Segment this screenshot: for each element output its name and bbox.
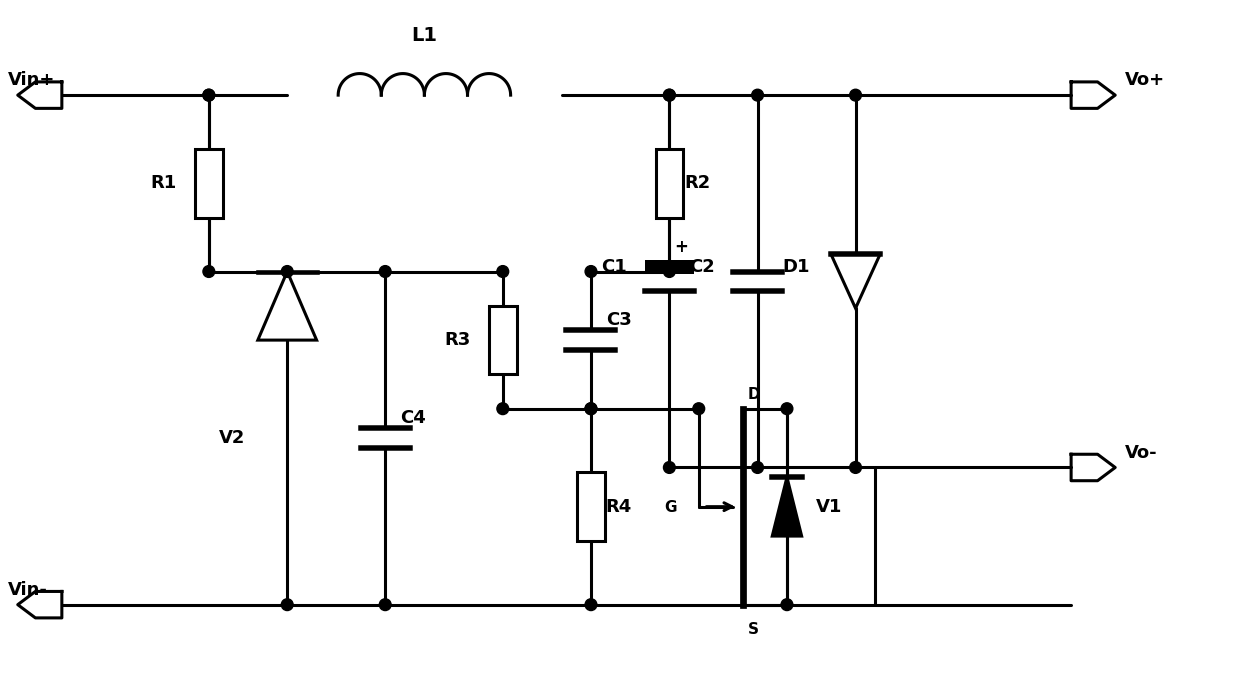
Text: Vo-: Vo-: [1125, 444, 1158, 462]
Text: C4: C4: [401, 409, 425, 427]
Circle shape: [497, 266, 508, 277]
Circle shape: [379, 266, 391, 277]
Circle shape: [203, 266, 215, 277]
Text: D: D: [748, 387, 760, 402]
Circle shape: [497, 403, 508, 415]
Circle shape: [203, 89, 215, 101]
Circle shape: [203, 89, 215, 101]
Text: V1: V1: [816, 497, 843, 515]
Circle shape: [663, 89, 676, 101]
Bar: [645, 260, 694, 274]
Bar: [656, 149, 683, 217]
Circle shape: [849, 462, 862, 473]
Bar: [578, 473, 605, 541]
Circle shape: [281, 599, 293, 611]
Text: C1: C1: [600, 257, 626, 275]
Text: R1: R1: [150, 175, 176, 193]
Text: Vo+: Vo+: [1125, 72, 1166, 90]
Text: Vin+: Vin+: [7, 72, 56, 90]
Circle shape: [781, 599, 792, 611]
Circle shape: [849, 89, 862, 101]
Text: V2: V2: [218, 429, 246, 447]
Polygon shape: [773, 477, 801, 536]
Text: +: +: [675, 238, 688, 256]
Circle shape: [585, 403, 596, 415]
Text: L1: L1: [412, 26, 438, 46]
Circle shape: [751, 89, 764, 101]
Text: R4: R4: [605, 497, 632, 515]
Text: C3: C3: [605, 311, 631, 329]
Text: C2: C2: [689, 257, 714, 275]
Circle shape: [379, 599, 391, 611]
Text: Vin-: Vin-: [7, 581, 48, 599]
Text: G: G: [665, 500, 677, 515]
Circle shape: [663, 89, 676, 101]
Text: S: S: [748, 622, 759, 637]
Bar: [195, 149, 222, 217]
Circle shape: [781, 403, 792, 415]
Circle shape: [585, 599, 596, 611]
Text: R3: R3: [444, 331, 470, 349]
Circle shape: [585, 403, 596, 415]
Circle shape: [663, 266, 676, 277]
Circle shape: [693, 403, 704, 415]
Text: D1: D1: [782, 257, 810, 275]
Circle shape: [281, 266, 293, 277]
Text: R2: R2: [684, 175, 711, 193]
Circle shape: [751, 462, 764, 473]
Circle shape: [585, 266, 596, 277]
Bar: [489, 306, 517, 375]
Circle shape: [663, 462, 676, 473]
